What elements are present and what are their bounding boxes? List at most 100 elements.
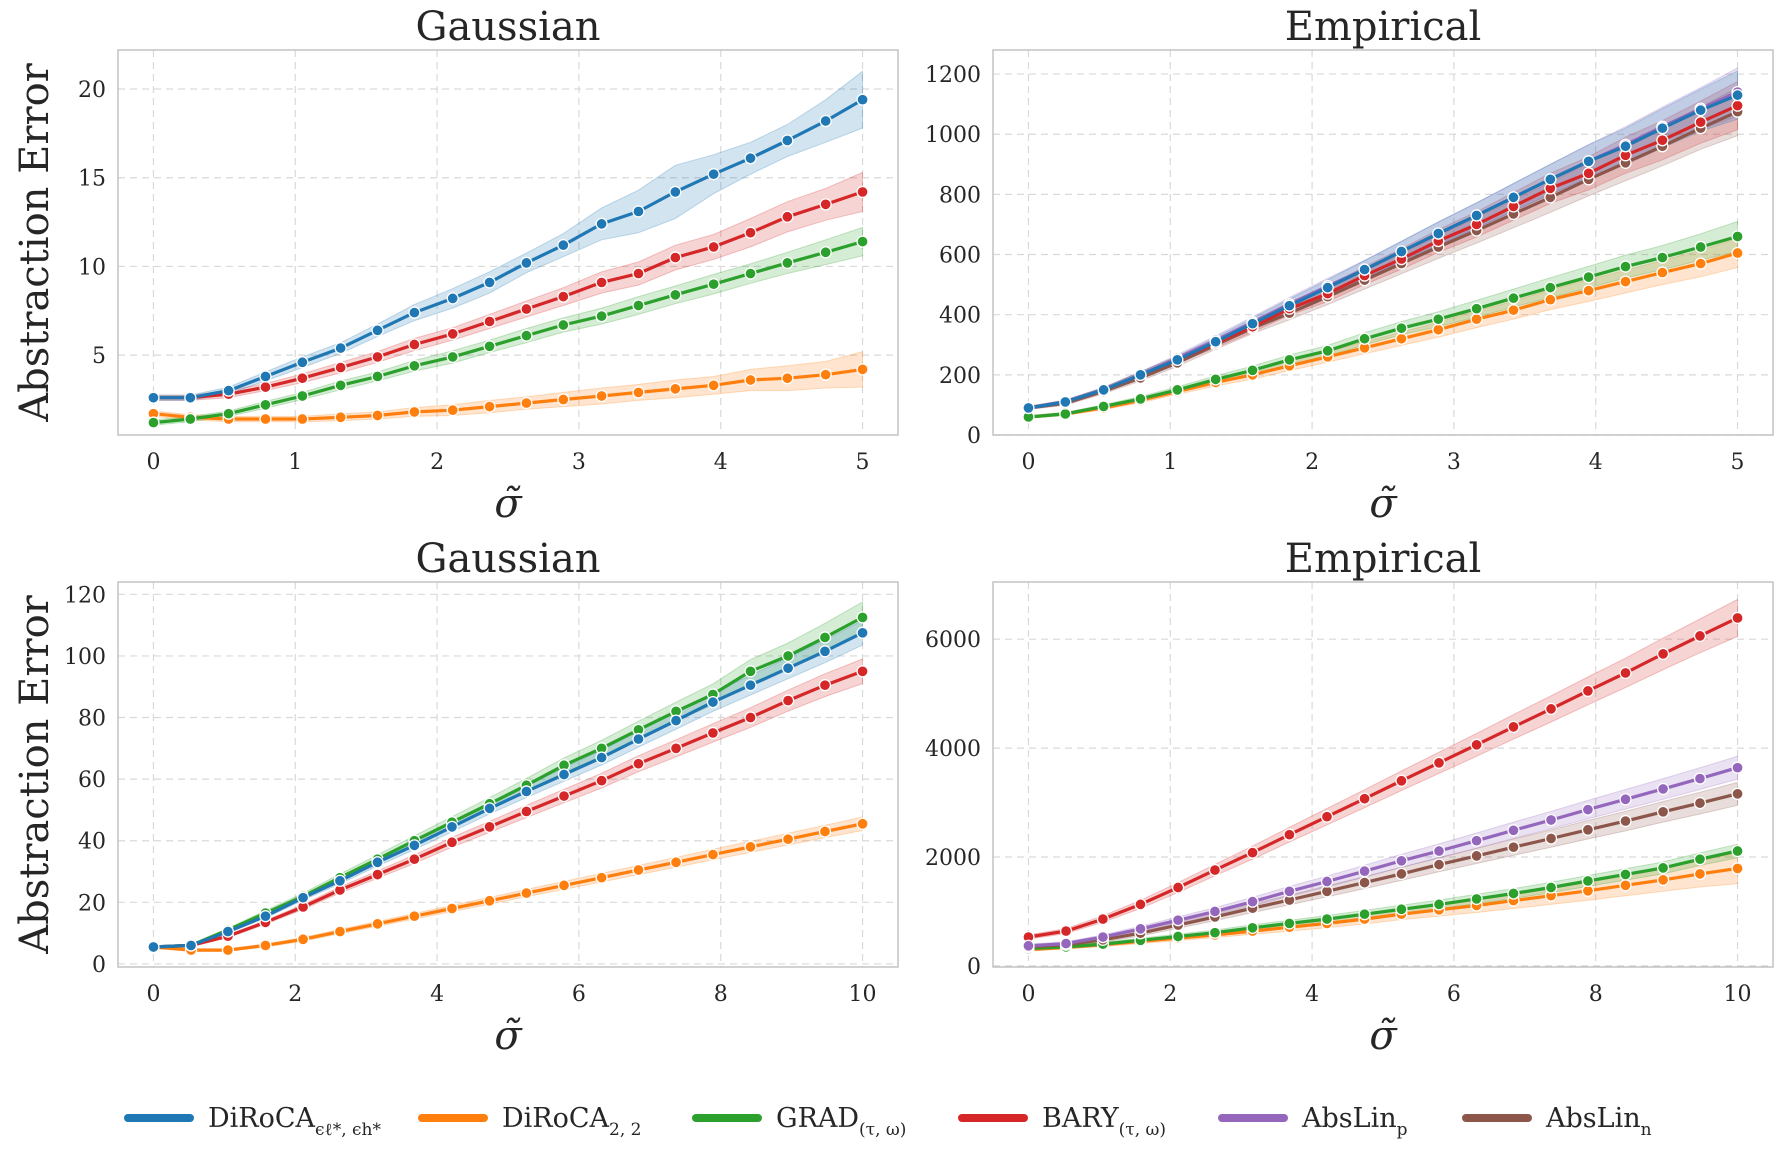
data-point-abslin_p	[1358, 865, 1371, 878]
data-point-bary	[408, 338, 421, 351]
data-point-bary	[1208, 863, 1222, 877]
subplot-2: 0 1 2 3 4 5 0 200 400 600 800 1000 1200 Empirical σ̃	[925, 4, 1774, 527]
data-point-diroca_opt	[259, 370, 272, 383]
data-point-abslin_p	[1470, 834, 1483, 847]
legend-item-bary: BARY(τ, ω)	[958, 1103, 1166, 1140]
confidence-band-abslin_p	[1028, 755, 1738, 948]
data-point-grad	[1208, 926, 1222, 939]
data-point-grad	[334, 379, 347, 392]
y-tick-label: 60	[78, 768, 106, 793]
legend-item-abslin_n: AbsLinn	[1462, 1103, 1652, 1140]
data-point-abslin_n	[1544, 832, 1558, 845]
data-point-abslin_n	[1731, 787, 1744, 800]
data-point-grad	[1544, 281, 1557, 294]
data-point-grad	[1731, 230, 1744, 243]
data-point-grad	[147, 416, 160, 429]
data-point-diroca_22	[371, 917, 384, 931]
data-point-abslin_p	[1395, 854, 1408, 867]
data-point-abslin_p	[1059, 937, 1073, 950]
data-point-bary	[1134, 898, 1147, 911]
data-point-grad	[1731, 844, 1744, 858]
data-point-bary	[819, 198, 832, 211]
data-point-grad	[1656, 251, 1669, 264]
data-point-bary	[259, 380, 272, 394]
data-point-grad	[1358, 908, 1371, 921]
data-point-diroca_opt	[1059, 395, 1072, 409]
y-tick-label: 1000	[925, 123, 981, 148]
data-point-diroca_opt	[1544, 173, 1557, 186]
data-point-abslin_n	[1395, 867, 1408, 881]
y-axis-label: Abstraction Error	[12, 594, 58, 954]
data-point-diroca_opt	[1507, 191, 1520, 204]
y-tick-label: 6000	[925, 628, 981, 653]
data-point-abslin_p	[1022, 939, 1035, 952]
x-tick-label: 1	[1163, 450, 1177, 475]
data-point-diroca_22	[819, 368, 832, 381]
data-point-diroca_opt	[1656, 122, 1669, 135]
data-point-diroca_opt	[1171, 353, 1184, 366]
data-point-bary	[856, 665, 869, 678]
data-point-grad	[1656, 861, 1670, 875]
data-point-diroca_opt	[744, 679, 757, 692]
data-point-diroca_opt	[446, 292, 459, 305]
data-point-grad	[1694, 240, 1707, 254]
confidence-band-bary	[153, 658, 863, 949]
plot-frame	[117, 49, 899, 436]
data-point-diroca_opt	[1283, 299, 1296, 312]
data-point-diroca_opt	[1209, 335, 1222, 348]
confidence-band-diroca_opt	[1028, 70, 1738, 410]
data-point-diroca_opt	[296, 891, 310, 904]
series-line-grad	[153, 615, 864, 949]
data-point-grad	[856, 235, 869, 248]
y-tick-label: 800	[939, 183, 981, 208]
x-tick-label: 10	[849, 982, 877, 1007]
data-point-bary	[371, 868, 384, 881]
data-point-diroca_opt	[1134, 368, 1147, 381]
data-point-abslin_p	[1581, 803, 1595, 816]
y-tick-label: 400	[939, 304, 981, 329]
data-point-diroca_22	[781, 372, 794, 385]
y-tick-label: 0	[92, 953, 106, 978]
legend-item-diroca_opt: DiRoCAϵℓ*, ϵh*	[124, 1103, 381, 1140]
data-point-grad	[856, 611, 869, 624]
series-line-grad	[1028, 234, 1738, 419]
data-point-diroca_22	[333, 925, 347, 938]
x-tick-label: 1	[288, 450, 302, 475]
x-tick-label: 8	[1589, 982, 1603, 1007]
data-point-bary	[1731, 611, 1744, 625]
data-point-grad	[1581, 874, 1595, 888]
confidence-band-abslin_p	[1028, 67, 1738, 410]
data-point-bary	[1731, 99, 1744, 112]
data-point-grad	[1432, 898, 1446, 911]
data-point-diroca_opt	[1246, 317, 1259, 330]
plot-frame	[992, 49, 1774, 436]
series-line-grad	[1028, 849, 1738, 951]
data-point-diroca_22	[744, 840, 757, 854]
confidence-band-bary	[153, 171, 863, 401]
data-point-bary	[818, 679, 832, 692]
data-point-abslin_p	[1171, 914, 1185, 927]
data-point-grad	[744, 267, 757, 280]
data-point-diroca_opt	[1694, 104, 1707, 117]
y-tick-label: 15	[78, 167, 106, 192]
data-point-diroca_22	[669, 856, 683, 869]
data-point-diroca_opt	[296, 356, 309, 369]
data-point-abslin_p	[1283, 885, 1296, 898]
data-point-diroca_opt	[706, 695, 720, 709]
y-tick-label: 40	[78, 830, 106, 855]
data-point-grad	[1432, 313, 1445, 326]
y-tick-label: 120	[64, 583, 106, 608]
data-point-diroca_22	[483, 894, 496, 907]
subplot-3: 0 2 4 6 8 10020406080100120Gaussianσ̃Abstract…	[12, 536, 899, 1059]
data-point-diroca_22	[1544, 293, 1557, 306]
series-line-grad	[153, 240, 863, 425]
legend-label-bary: BARY(τ, ω)	[1042, 1103, 1166, 1140]
data-point-bary	[1582, 167, 1595, 180]
series-line-diroca_22	[153, 822, 863, 952]
legend-label-base: GRAD	[776, 1103, 859, 1134]
data-point-bary	[445, 836, 459, 849]
data-point-grad	[259, 398, 272, 411]
data-point-grad	[818, 631, 832, 644]
data-point-abslin_n	[1619, 814, 1632, 828]
data-point-bary	[1358, 792, 1371, 805]
